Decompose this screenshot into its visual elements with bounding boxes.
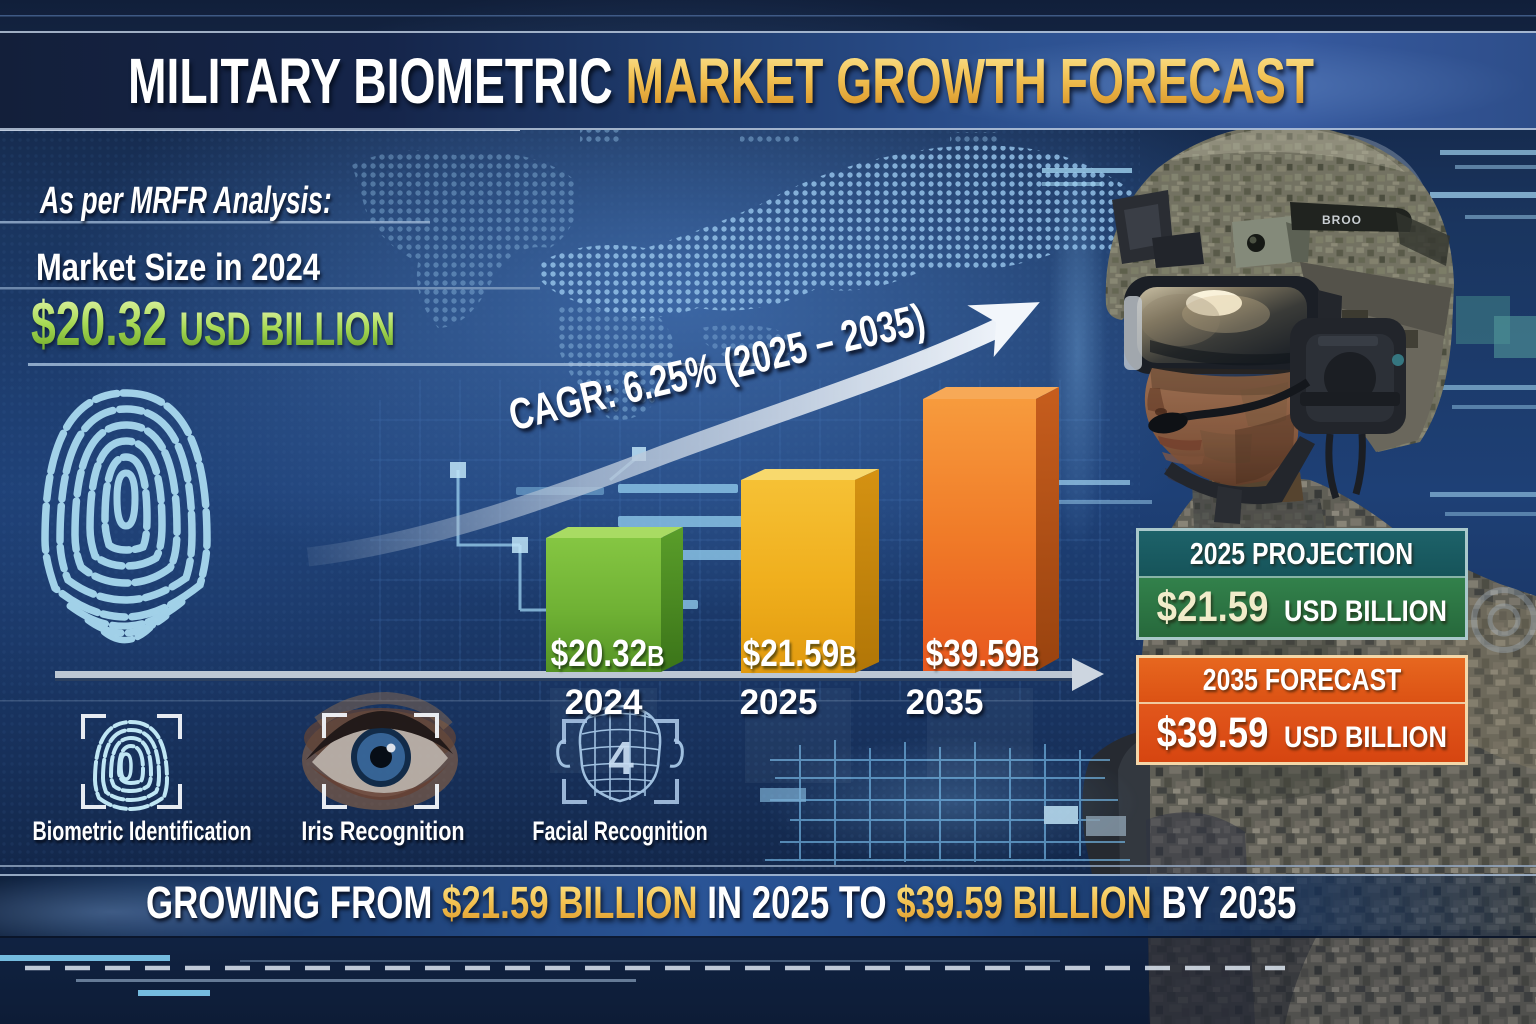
- svg-text:BROO: BROO: [1322, 213, 1362, 227]
- svg-text:4: 4: [608, 732, 634, 784]
